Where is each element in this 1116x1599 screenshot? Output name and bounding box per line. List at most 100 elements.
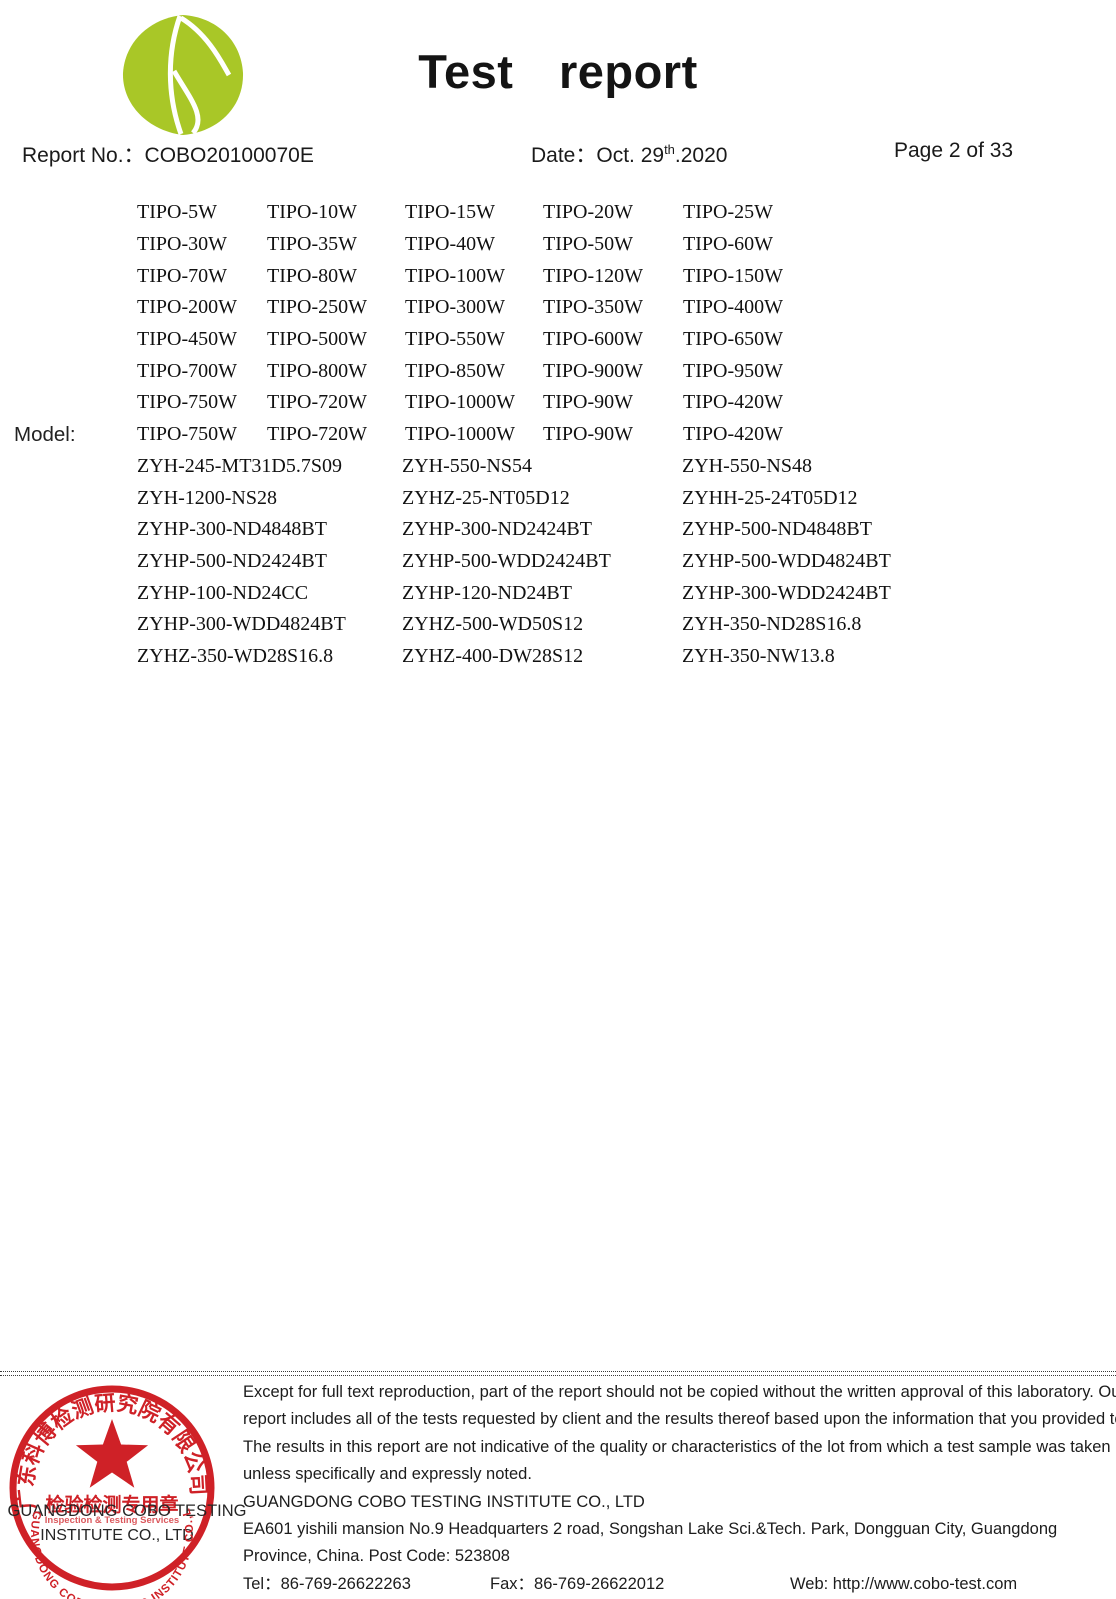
stamp-overlay-company-line1: GUANGDONG COBO TESTING bbox=[8, 1502, 247, 1520]
model-cell: TIPO-1000W bbox=[405, 391, 515, 414]
model-cell: ZYHP-120-ND24BT bbox=[402, 581, 572, 604]
model-cell: TIPO-720W bbox=[267, 423, 367, 446]
model-cell: TIPO-800W bbox=[267, 359, 367, 382]
telephone-value: 86-769-26622263 bbox=[280, 1574, 411, 1593]
model-row: TIPO-700W TIPO-800W TIPO-850W TIPO-900W TIPO… bbox=[137, 355, 937, 387]
model-row: TIPO-70W TIPO-80W TIPO-100W TIPO-120W TIPO-1… bbox=[137, 260, 937, 292]
model-row: ZYHP-300-ND4848BT ZYHP-300-ND2424BT ZYHP-5… bbox=[137, 514, 937, 546]
report-date-label: Date： bbox=[531, 144, 597, 167]
model-cell: TIPO-100W bbox=[405, 264, 505, 287]
model-cell: TIPO-400W bbox=[683, 296, 783, 319]
contact-line: Tel：86-769-26622263 Fax：86-769-26622012 … bbox=[243, 1571, 1108, 1598]
model-cell: TIPO-450W bbox=[137, 328, 237, 351]
model-cell: TIPO-900W bbox=[543, 359, 643, 382]
model-row: ZYH-245-MT31D5.7S09 ZYH-550-NS54 ZYH-550-N… bbox=[137, 451, 937, 483]
model-row: ZYHP-300-WDD4824BT ZYHZ-500-WD50S12 ZYH-35… bbox=[137, 609, 937, 641]
disclaimer-line: Except for full text reproduction, part … bbox=[243, 1383, 1116, 1401]
report-number-label: Report No.： bbox=[22, 144, 145, 167]
page-title: Test report bbox=[418, 45, 698, 98]
disclaimer-line: report includes all of the tests request… bbox=[243, 1410, 1116, 1429]
model-row: ZYHP-500-ND2424BT ZYHP-500-WDD2424BT ZYHP-… bbox=[137, 546, 937, 578]
model-cell: ZYH-350-ND28S16.8 bbox=[682, 613, 862, 636]
model-grid-5col: TIPO-5W TIPO-10W TIPO-15W TIPO-20W TIPO-25W T… bbox=[137, 197, 937, 451]
company-address-line2: Province, China. Post Code: 523808 bbox=[243, 1547, 510, 1566]
model-grid-3col: ZYH-245-MT31D5.7S09 ZYH-550-NS54 ZYH-550-N… bbox=[137, 451, 937, 673]
fax: Fax：86-769-26622012 bbox=[490, 1571, 664, 1598]
model-cell: TIPO-15W bbox=[405, 201, 495, 224]
telephone-label: Tel： bbox=[243, 1574, 281, 1593]
model-cell: ZYH-550-NS48 bbox=[682, 454, 812, 477]
report-number-value: COBO20100070E bbox=[144, 144, 314, 167]
dotted-divider bbox=[0, 1375, 1116, 1376]
model-cell: TIPO-250W bbox=[267, 296, 367, 319]
website[interactable]: Web: http://www.cobo-test.com bbox=[790, 1571, 1017, 1598]
page-indicator: Page 2 of 33 bbox=[894, 139, 1014, 162]
stamp-overlay-company-line2: INSTITUTE CO., LTD bbox=[40, 1527, 193, 1544]
model-cell: ZYH-245-MT31D5.7S09 bbox=[137, 454, 342, 477]
footer-block: Except for full text reproduction, part … bbox=[243, 1379, 1116, 1598]
model-cell: TIPO-80W bbox=[267, 264, 357, 287]
model-cell: TIPO-550W bbox=[405, 328, 505, 351]
model-cell: TIPO-90W bbox=[543, 423, 633, 446]
stamp-star-icon bbox=[75, 1419, 149, 1488]
model-cell: TIPO-150W bbox=[683, 264, 783, 287]
model-cell: TIPO-850W bbox=[405, 359, 505, 382]
model-field-label: Model: bbox=[14, 423, 76, 446]
model-cell: ZYH-1200-NS28 bbox=[137, 486, 277, 509]
model-cell: TIPO-420W bbox=[683, 391, 783, 414]
model-cell: TIPO-700W bbox=[137, 359, 237, 382]
model-cell: TIPO-25W bbox=[683, 201, 773, 224]
company-name: GUANGDONG COBO TESTING INSTITUTE CO., LT… bbox=[243, 1492, 645, 1511]
model-cell: ZYHH-25-24T05D12 bbox=[682, 486, 858, 509]
model-cell: TIPO-35W bbox=[267, 233, 357, 256]
model-cell: TIPO-750W bbox=[137, 391, 237, 414]
model-cell: TIPO-420W bbox=[683, 423, 783, 446]
model-cell: ZYHP-100-ND24CC bbox=[137, 581, 309, 604]
model-cell: TIPO-10W bbox=[267, 201, 357, 224]
model-cell: ZYHP-300-ND4848BT bbox=[137, 518, 327, 541]
model-cell: TIPO-60W bbox=[683, 233, 773, 256]
model-cell: ZYHP-500-ND2424BT bbox=[137, 549, 327, 572]
telephone: Tel：86-769-26622263 bbox=[243, 1571, 411, 1598]
website-url[interactable]: http://www.cobo-test.com bbox=[832, 1574, 1018, 1593]
header-meta-row: Report No.：COBO20100070E Date：Oct. 29th.… bbox=[0, 139, 1116, 167]
model-row: TIPO-450W TIPO-500W TIPO-550W TIPO-600W TIPO… bbox=[137, 324, 937, 356]
model-cell: TIPO-750W bbox=[137, 423, 237, 446]
cobo-logo-icon bbox=[122, 15, 244, 135]
report-date-day: Oct. 29 bbox=[596, 144, 665, 167]
model-list: TIPO-5W TIPO-10W TIPO-15W TIPO-20W TIPO-25W T… bbox=[137, 197, 937, 672]
model-cell: TIPO-120W bbox=[543, 264, 643, 287]
model-row: TIPO-200W TIPO-250W TIPO-300W TIPO-350W TIPO… bbox=[137, 292, 937, 324]
company-seal-stamp: 广东科博检测研究院有限公司 检验检测专用章 Inspection & Testi… bbox=[5, 1383, 247, 1599]
model-cell: TIPO-50W bbox=[543, 233, 633, 256]
model-cell: TIPO-1000W bbox=[405, 423, 515, 446]
fax-value: 86-769-26622012 bbox=[534, 1574, 665, 1593]
model-row: TIPO-30W TIPO-35W TIPO-40W TIPO-50W TIPO-60W bbox=[137, 229, 937, 261]
model-cell: ZYHP-500-WDD4824BT bbox=[682, 549, 891, 572]
disclaimer-line: The results in this report are not indic… bbox=[243, 1437, 1111, 1456]
model-cell: ZYHP-300-WDD2424BT bbox=[682, 581, 891, 604]
model-cell: TIPO-30W bbox=[137, 233, 227, 256]
dotted-divider bbox=[0, 1371, 1116, 1372]
model-row: ZYH-1200-NS28 ZYHZ-25-NT05D12 ZYHH-25-24T0… bbox=[137, 482, 937, 514]
model-cell: TIPO-200W bbox=[137, 296, 237, 319]
model-cell: ZYHZ-25-NT05D12 bbox=[402, 486, 570, 509]
model-cell: TIPO-600W bbox=[543, 328, 643, 351]
report-date-year: .2020 bbox=[674, 144, 728, 167]
model-row: TIPO-750W TIPO-720W TIPO-1000W TIPO-90W TIPO… bbox=[137, 387, 937, 419]
model-cell: TIPO-90W bbox=[543, 391, 633, 414]
model-cell: TIPO-720W bbox=[267, 391, 367, 414]
model-cell: TIPO-70W bbox=[137, 264, 227, 287]
model-cell: TIPO-40W bbox=[405, 233, 495, 256]
model-cell: ZYH-550-NS54 bbox=[402, 454, 532, 477]
model-cell: TIPO-950W bbox=[683, 359, 783, 382]
report-date-ordinal: th bbox=[664, 142, 675, 157]
model-cell: ZYHZ-400-DW28S12 bbox=[402, 644, 584, 667]
model-cell: ZYHP-300-WDD4824BT bbox=[137, 613, 346, 636]
company-address-line1: EA601 yishili mansion No.9 Headquarters … bbox=[243, 1520, 1058, 1539]
model-cell: ZYHZ-500-WD50S12 bbox=[402, 613, 584, 636]
model-cell: ZYH-350-NW13.8 bbox=[682, 644, 835, 667]
model-row: TIPO-750W TIPO-720W TIPO-1000W TIPO-90W TIPO… bbox=[137, 419, 937, 451]
stamp-english-faint-line: Inspection & Testing Services bbox=[45, 1515, 179, 1526]
